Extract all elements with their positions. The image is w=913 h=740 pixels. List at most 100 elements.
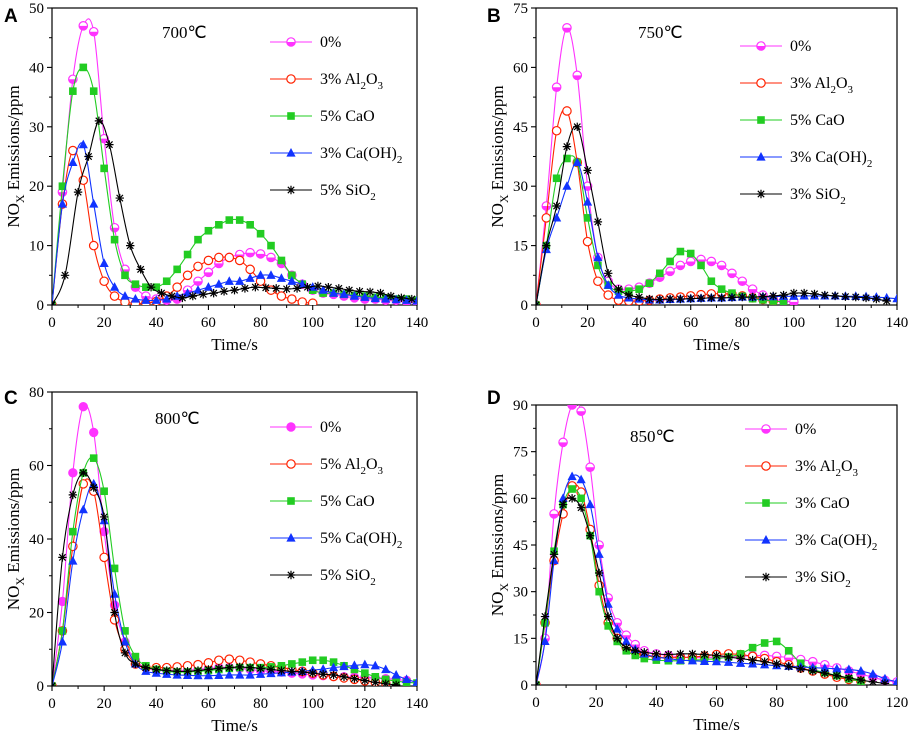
data-point [69, 87, 77, 95]
legend-marker-fill [286, 42, 296, 47]
y-axis-label-main: NO [488, 592, 507, 617]
x-tick-label: 80 [253, 696, 268, 712]
legend-label-main: 3% Al [790, 75, 831, 92]
x-tick-label: 0 [532, 315, 540, 331]
legend-label-main: 5% CaO [320, 108, 375, 125]
legend-label-main: 5% SiO [320, 182, 370, 199]
data-point [58, 627, 67, 635]
data-point [266, 270, 276, 279]
data-point [318, 664, 328, 673]
data-point [856, 666, 866, 675]
x-tick-label: 0 [48, 696, 56, 712]
data-point [235, 216, 244, 224]
legend-label: 0% [320, 419, 341, 436]
y-tick-label: 0 [521, 678, 529, 694]
data-point [549, 550, 559, 559]
data-point [397, 293, 406, 303]
data-point [287, 667, 297, 676]
series-5-sio2 [52, 468, 401, 686]
data-point [594, 549, 604, 558]
legend-item: 5% Ca(OH)2 [270, 530, 402, 551]
data-point [99, 276, 109, 287]
data-point [562, 181, 572, 190]
x-tick-label: 100 [826, 695, 849, 711]
data-point [562, 106, 572, 116]
data-point-fill [707, 261, 716, 266]
y-tick-label: 60 [29, 459, 44, 475]
panel-c: 0 20 40 60 80 100 120 140 0 20 40 60 80 Time/s NOX Emi… [4, 385, 428, 735]
data-point-fill [594, 545, 604, 550]
data-point [567, 471, 577, 481]
x-tick-label: 120 [834, 315, 857, 331]
panel-a: 0 20 40 60 80 100 120 140 0 10 20 30 40 50 Time/s NOX E… [4, 1, 428, 354]
data-point [162, 277, 171, 286]
legend-label-sub: 2 [397, 539, 403, 551]
y-tick-label: 30 [513, 179, 528, 195]
data-point [339, 661, 349, 671]
data-point [665, 294, 675, 304]
data-point [266, 665, 276, 674]
data-point [214, 279, 224, 288]
data-point [256, 229, 265, 238]
x-tick-label: 100 [301, 315, 324, 331]
data-point [298, 658, 307, 666]
data-point [552, 212, 562, 222]
data-point [203, 255, 214, 266]
legend-label-sub2: 3 [378, 80, 384, 92]
legend-label-sub: 2 [360, 465, 366, 477]
legend-label-main: 0% [320, 419, 341, 436]
legend-label: 3% Ca(OH)2 [795, 532, 877, 553]
data-point [576, 503, 586, 512]
data-point [78, 402, 88, 412]
data-point [686, 249, 695, 258]
legend-label-main: 3% CaO [795, 495, 850, 512]
data-point [645, 279, 654, 288]
data-point [551, 125, 562, 136]
panel-label: D [487, 388, 501, 409]
legend-marker [286, 74, 296, 84]
x-tick-label: 120 [886, 695, 909, 711]
data-point [688, 649, 697, 659]
data-point [292, 284, 302, 293]
data-point [892, 676, 897, 685]
data-point [245, 663, 255, 672]
data-point [182, 270, 193, 281]
data-point [686, 294, 695, 303]
data-point [328, 288, 339, 297]
data-point [131, 652, 140, 661]
data-point-fill [567, 405, 577, 410]
data-point [769, 297, 778, 305]
data-point [820, 668, 829, 678]
data-point [89, 87, 98, 95]
data-point [240, 284, 250, 293]
y-tick-label: 0 [521, 298, 529, 314]
data-point [540, 612, 550, 621]
data-point [370, 660, 380, 670]
legend-label: 5% Al2O3 [320, 456, 384, 477]
data-point [593, 276, 603, 287]
x-tick-label: 20 [580, 315, 595, 331]
data-point [612, 624, 622, 633]
data-point [203, 670, 214, 680]
data-point [214, 670, 224, 679]
data-point [772, 637, 781, 646]
data-point [360, 676, 370, 685]
data-point [675, 655, 685, 664]
data-point [146, 282, 156, 292]
data-point [78, 504, 88, 514]
legend-item: 3% Ca(OH)2 [270, 145, 402, 166]
data-point [868, 669, 878, 678]
x-tick-label: 20 [97, 696, 112, 712]
data-point [69, 527, 77, 536]
legend-marker [286, 185, 296, 195]
data-point [832, 671, 842, 680]
data-point [631, 651, 640, 660]
legend-item: 0% [740, 38, 811, 55]
data-point [57, 636, 68, 646]
legend-label: 0% [320, 34, 341, 51]
data-point [655, 295, 664, 304]
data-point [110, 564, 119, 573]
data-point [219, 287, 229, 296]
data-point [736, 650, 745, 658]
